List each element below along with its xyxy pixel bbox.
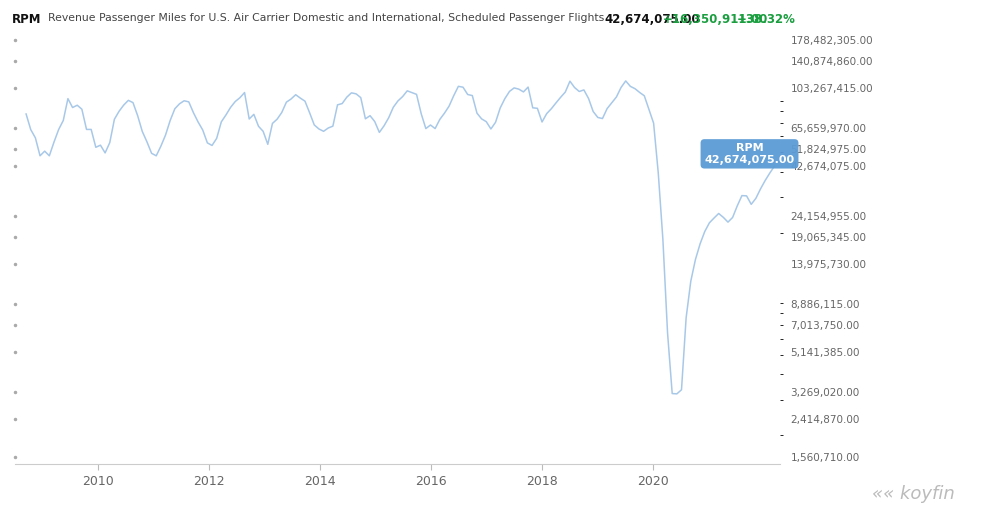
Text: RPM: RPM xyxy=(12,13,42,26)
Text: +38.32%: +38.32% xyxy=(737,13,796,26)
Text: «« koyfin: «« koyfin xyxy=(872,485,955,503)
Text: 42,674,075.00: 42,674,075.00 xyxy=(604,13,700,26)
Text: Revenue Passenger Miles for U.S. Air Carrier Domestic and International, Schedul: Revenue Passenger Miles for U.S. Air Car… xyxy=(48,13,604,23)
Text: RPM
42,674,075.00: RPM 42,674,075.00 xyxy=(704,143,795,165)
Text: +16,350,911.00: +16,350,911.00 xyxy=(663,13,768,26)
